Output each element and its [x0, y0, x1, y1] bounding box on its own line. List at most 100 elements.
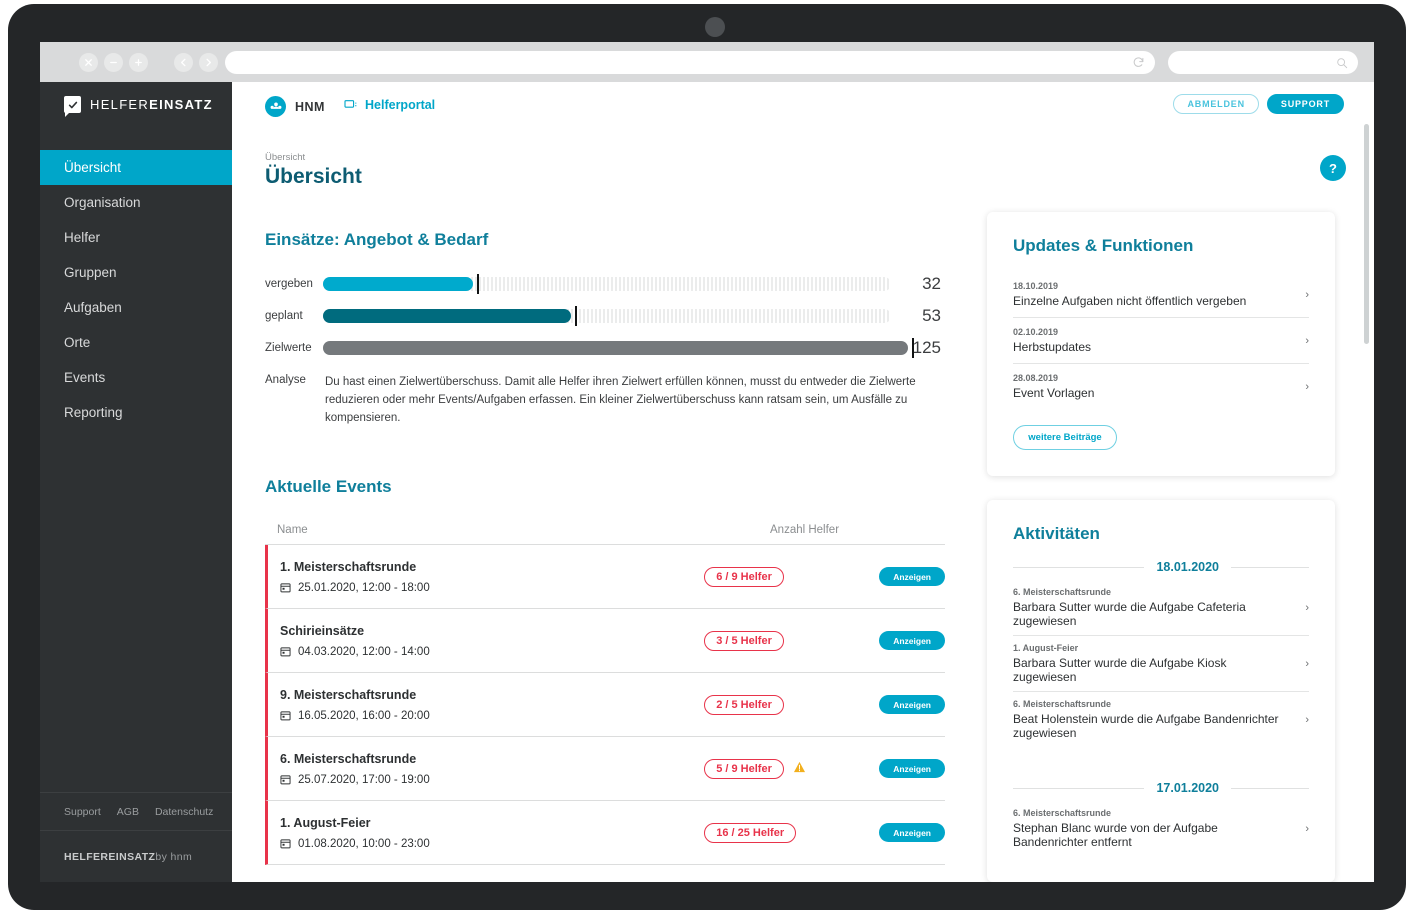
- table-row[interactable]: 1. Meisterschaftsrunde 25.01.2020, 12:00 …: [265, 545, 945, 610]
- footer-brand-name: HELFEREINSATZ: [64, 850, 156, 863]
- more-posts-button[interactable]: weitere Beiträge: [1013, 425, 1117, 450]
- event-count-cell: 16 / 25 Helfer: [704, 822, 879, 843]
- show-event-button[interactable]: Anzeigen: [879, 823, 945, 843]
- event-date: 01.08.2020, 10:00 - 23:00: [280, 838, 704, 850]
- app-logo[interactable]: HELFEREINSATZ: [64, 96, 213, 117]
- bar-row-zielwerte: Zielwerte 125: [265, 332, 945, 364]
- breadcrumb: Übersicht: [265, 152, 306, 163]
- table-row[interactable]: Schirieinsätze 04.03.2020, 12:00 - 14:00 3…: [265, 609, 945, 674]
- reload-icon[interactable]: [1132, 56, 1145, 69]
- divider: [1231, 787, 1309, 789]
- event-date-text: 25.01.2020, 12:00 - 18:00: [298, 581, 430, 594]
- list-item[interactable]: 6. Meisterschaftsrunde Beat Holenstein wu…: [1013, 692, 1309, 747]
- status-badge: 16 / 25 Helfer: [704, 822, 797, 843]
- support-button[interactable]: SUPPORT: [1266, 94, 1344, 114]
- updates-list: 18.10.2019 Einzelne Aufgaben nicht öffent…: [1013, 272, 1309, 409]
- chevron-left-icon[interactable]: [174, 53, 193, 72]
- footer-link-datenschutz[interactable]: Datenschutz: [154, 805, 214, 818]
- page-content: Übersicht Übersicht ? Einsätze: Angebot …: [232, 130, 1374, 882]
- footer-link-agb[interactable]: AGB: [116, 805, 139, 818]
- show-event-button[interactable]: Anzeigen: [879, 759, 945, 779]
- events-section: Aktuelle Events Name Anzahl Helfer 1. Me…: [265, 477, 945, 882]
- bar-fill-vergeben: [323, 277, 474, 291]
- list-item[interactable]: 6. Meisterschaftsrunde Stephan Blanc wurd…: [1013, 801, 1309, 856]
- plus-icon[interactable]: [129, 53, 148, 72]
- topbar-actions: ABMELDEN SUPPORT: [1173, 94, 1344, 114]
- app-viewport: HELFEREINSATZ Übersicht Organisation Hel…: [40, 82, 1374, 882]
- table-row[interactable]: 1. August-Feier 01.08.2020, 10:00 - 23:00…: [265, 801, 945, 866]
- logout-button[interactable]: ABMELDEN: [1173, 94, 1259, 114]
- table-row[interactable]: 6. Meisterschaftsrunde 25.07.2020, 17:00 …: [265, 737, 945, 802]
- sidebar: HELFEREINSATZ Übersicht Organisation Hel…: [40, 82, 232, 882]
- main-content: HNM Helferportal ABMELDEN SUPPORT Übersi…: [232, 82, 1374, 882]
- bar-track-zielwerte: [323, 338, 915, 358]
- warning-triangle-icon: [793, 761, 806, 776]
- chevron-right-icon: ›: [1305, 380, 1309, 393]
- list-item[interactable]: 28.08.2019 Event Vorlagen ›: [1013, 364, 1309, 409]
- show-event-button[interactable]: Anzeigen: [879, 631, 945, 651]
- activity-day-separator: 18.01.2020: [1013, 560, 1309, 574]
- list-item[interactable]: 6. Meisterschaftsrunde Barbara Sutter wur…: [1013, 580, 1309, 636]
- bar-fill-zielwerte: [323, 341, 909, 355]
- helferportal-link[interactable]: Helferportal: [344, 98, 435, 112]
- footer-link-support[interactable]: Support: [64, 805, 101, 818]
- page-scrollbar[interactable]: [1364, 124, 1369, 344]
- chevron-right-icon: ›: [1305, 822, 1309, 835]
- event-info: 9. Meisterschaftsrunde 16.05.2020, 16:00 …: [280, 688, 704, 722]
- event-info: 1. Meisterschaftsrunde 25.01.2020, 12:00 …: [280, 560, 704, 594]
- activity-context: 6. Meisterschaftsrunde: [1013, 808, 1112, 818]
- status-badge: 2 / 5 Helfer: [704, 694, 784, 715]
- show-event-button[interactable]: Anzeigen: [879, 695, 945, 715]
- sidebar-item-aufgaben[interactable]: Aufgaben: [64, 300, 122, 315]
- footer-brand-suffix: by hnm: [155, 850, 193, 863]
- bar-fill-geplant: [323, 309, 572, 323]
- bar-label-vergeben: vergeben: [265, 278, 313, 290]
- divider: [1013, 787, 1145, 789]
- event-count-cell: 2 / 5 Helfer: [704, 694, 879, 715]
- help-button[interactable]: ?: [1320, 155, 1346, 181]
- bar-value-geplant: 53: [922, 306, 941, 325]
- table-row[interactable]: 9. Meisterschaftsrunde 16.05.2020, 16:00 …: [265, 673, 945, 738]
- sidebar-item-events[interactable]: Events: [64, 370, 106, 385]
- analysis-label: Analyse: [265, 374, 306, 386]
- calendar-icon: [280, 839, 291, 849]
- close-icon[interactable]: [79, 53, 98, 72]
- sidebar-footer-brand: HELFEREINSATZ by hnm: [40, 830, 232, 882]
- show-event-button[interactable]: Anzeigen: [879, 567, 945, 587]
- chevron-right-icon[interactable]: [199, 53, 218, 72]
- event-name: 1. Meisterschaftsrunde: [280, 559, 417, 574]
- sidebar-item-orte[interactable]: Orte: [64, 335, 91, 350]
- browser-search-input[interactable]: [1168, 51, 1358, 74]
- status-badge: 5 / 9 Helfer: [704, 758, 784, 779]
- update-text: Herbstupdates: [1013, 340, 1092, 354]
- updates-card: Updates & Funktionen 18.10.2019 Einzelne …: [987, 212, 1335, 476]
- bar-track-vergeben: [323, 274, 891, 294]
- sidebar-item-gruppen[interactable]: Gruppen: [64, 265, 117, 280]
- bar-row-geplant: geplant 53: [265, 300, 945, 332]
- sidebar-item-reporting[interactable]: Reporting: [64, 405, 123, 420]
- sidebar-footer-links: Support AGB Datenschutz: [40, 792, 232, 830]
- list-item[interactable]: 1. August-Feier Barbara Sutter wurde die …: [1013, 636, 1309, 692]
- list-item[interactable]: 02.10.2019 Herbstupdates ›: [1013, 318, 1309, 364]
- event-info: 1. August-Feier 01.08.2020, 10:00 - 23:00: [280, 816, 704, 850]
- right-column: Updates & Funktionen 18.10.2019 Einzelne …: [987, 212, 1335, 882]
- chevron-right-icon: ›: [1305, 334, 1309, 347]
- bar-value-zielwerte: 125: [912, 338, 941, 357]
- update-date: 28.08.2019: [1013, 373, 1059, 383]
- sidebar-item-organisation[interactable]: Organisation: [64, 195, 141, 210]
- camera-dot: [705, 17, 725, 37]
- update-text: Einzelne Aufgaben nicht öffentlich verge…: [1013, 294, 1247, 308]
- monitor-icon: [344, 100, 357, 108]
- supply-demand-chart: vergeben 32 geplant: [265, 268, 945, 364]
- event-name: Schirieinsätze: [280, 623, 365, 638]
- bar-label-zielwerte: Zielwerte: [265, 342, 312, 354]
- list-item[interactable]: 18.10.2019 Einzelne Aufgaben nicht öffent…: [1013, 272, 1309, 318]
- organization-switcher[interactable]: HNM: [265, 96, 325, 117]
- url-input[interactable]: [225, 51, 1155, 74]
- minimize-icon[interactable]: [104, 53, 123, 72]
- bar-track-geplant: [323, 306, 891, 326]
- device-frame: HELFEREINSATZ Übersicht Organisation Hel…: [8, 4, 1406, 910]
- sidebar-item-uebersicht[interactable]: Übersicht: [40, 150, 232, 185]
- divider: [1231, 566, 1309, 568]
- sidebar-item-helfer[interactable]: Helfer: [64, 230, 101, 245]
